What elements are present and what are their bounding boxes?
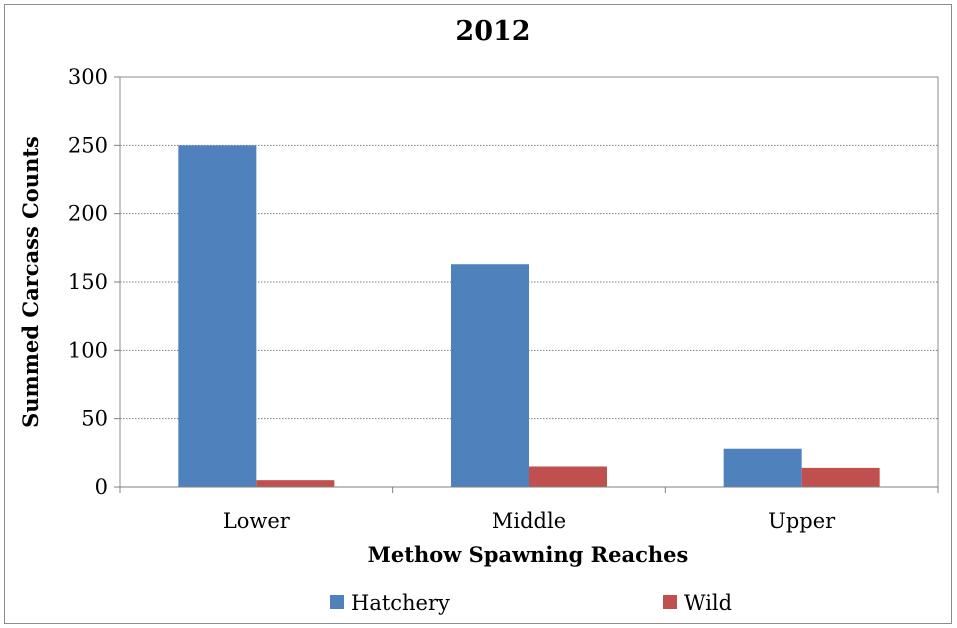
- bar-wild-upper: [801, 467, 880, 487]
- x-tick-label: Middle: [492, 509, 566, 533]
- y-tick-label: 50: [81, 407, 108, 431]
- y-tick-label: 250: [68, 133, 108, 157]
- y-tick-label: 300: [68, 65, 108, 89]
- axes: [114, 76, 939, 493]
- legend: Hatchery Wild: [330, 591, 732, 615]
- y-axis-label: Summed Carcass Counts: [18, 136, 43, 428]
- x-axis-label: Methow Spawning Reaches: [368, 542, 689, 567]
- y-tick-label: 150: [68, 270, 108, 294]
- x-tick-labels: Lower Middle Upper: [223, 509, 836, 533]
- x-tick-label: Lower: [223, 509, 291, 533]
- legend-swatch-hatchery: [330, 595, 344, 609]
- x-tick-label: Upper: [768, 509, 836, 533]
- y-tick-labels: 0 50 100 150 200 250 300: [68, 65, 108, 499]
- chart-title: 2012: [455, 16, 530, 47]
- bar-wild-lower: [256, 480, 335, 487]
- bars: [178, 145, 880, 488]
- y-tick-label: 200: [68, 202, 108, 226]
- y-tick-label: 0: [95, 475, 108, 499]
- bar-hatchery-lower: [178, 145, 257, 488]
- legend-swatch-wild: [663, 595, 677, 609]
- bar-hatchery-middle: [451, 264, 529, 487]
- bar-hatchery-upper: [723, 448, 802, 487]
- legend-label-hatchery: Hatchery: [351, 591, 450, 615]
- y-tick-label: 100: [68, 338, 108, 362]
- legend-label-wild: Wild: [684, 591, 732, 615]
- bar-wild-middle: [529, 466, 607, 487]
